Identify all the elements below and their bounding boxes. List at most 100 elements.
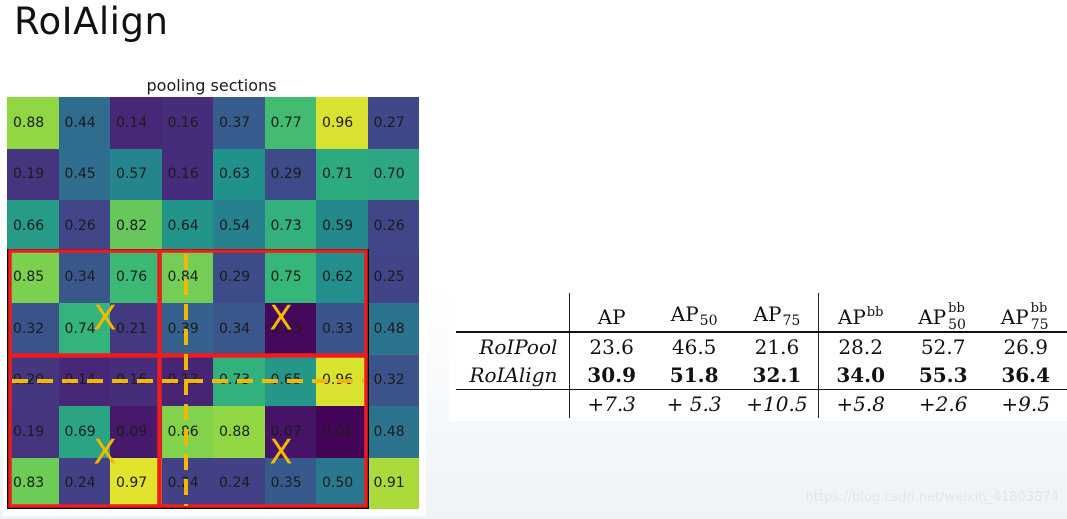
grid-cell: 0.54 [213, 200, 265, 252]
table-row-roipool: RoIPool 23.6 46.5 21.6 28.2 52.7 26.9 [456, 332, 1067, 361]
table-row-gain: +7.3 + 5.3 +10.5 +5.8 +2.6 +9.5 [456, 389, 1067, 418]
grid-cell: 0.33 [316, 303, 368, 355]
grid-cell: 0.88 [213, 406, 265, 458]
grid-cell: 0.29 [213, 251, 265, 303]
grid-cell: 0.48 [367, 406, 419, 458]
grid-cell: 0.97 [110, 457, 162, 509]
grid-cell: 0.24 [58, 457, 110, 509]
grid-cell: 0.14 [110, 97, 162, 149]
watermark: https://blog.csdn.net/weixin_41803874 [805, 490, 1059, 505]
cell-value: 52.7 [920, 335, 966, 359]
grid-cell: 0.73 [213, 354, 265, 406]
grid-cell: 0.57 [110, 148, 162, 200]
grid-cell: 0.71 [316, 148, 368, 200]
header-apbb: APbb [818, 293, 902, 333]
cell-gain: +7.3 [569, 389, 653, 418]
grid-cell: 0.26 [58, 200, 110, 252]
grid-cell: 0.32 [367, 354, 419, 406]
grid-cell: 0.24 [213, 457, 265, 509]
cell-value: 21.6 [754, 335, 800, 359]
grid-cell: 0.62 [316, 251, 368, 303]
grid-cell: 0.01 [316, 406, 368, 458]
header-ap75: AP75 [735, 293, 819, 333]
grid-cell: 0.83 [7, 457, 59, 509]
row-name: RoIPool [456, 332, 571, 361]
grid-cell: 0.35 [264, 457, 316, 509]
grid-cell: 0.86 [161, 406, 213, 458]
cell-value: 32.1 [752, 363, 802, 387]
grid-cell: 0.85 [7, 251, 59, 303]
cell-value: 23.6 [589, 335, 634, 359]
grid-cell: 0.65 [264, 354, 316, 406]
grid-cell: 0.74 [58, 303, 110, 355]
header-blank [456, 293, 571, 333]
grid-cell: 0.34 [213, 303, 265, 355]
cell-value: 36.4 [1001, 363, 1051, 387]
row-name [456, 389, 571, 418]
grid-cell: 0.16 [161, 148, 213, 200]
grid-cell: 0.84 [161, 251, 213, 303]
grid-cell: 0.50 [316, 457, 368, 509]
cell-value: 46.5 [671, 335, 717, 359]
cell-value: 30.9 [587, 363, 636, 387]
grid-cell: 0.88 [7, 97, 59, 149]
grid-cell: 0.25 [367, 251, 419, 303]
figure-caption: pooling sections [146, 76, 277, 95]
grid-cell: 0.26 [367, 200, 419, 252]
cell-gain: +2.6 [901, 389, 985, 418]
page-title: RoIAlign [14, 0, 169, 43]
grid-cell: 0.48 [367, 303, 419, 355]
grid-cell: 0.09 [110, 406, 162, 458]
grid-cell: 0.14 [58, 354, 110, 406]
grid-cell: 0.24 [161, 457, 213, 509]
grid-cell: 0.59 [316, 200, 368, 252]
grid-cell: 0.82 [110, 200, 162, 252]
cell-value: 28.2 [818, 332, 902, 361]
grid-cell: 0.69 [58, 406, 110, 458]
grid-cell: 0.45 [58, 148, 110, 200]
cell-gain: +5.8 [818, 389, 902, 418]
header-apbb75: AP bb 75 [984, 293, 1067, 333]
grid-cell: 0.19 [7, 148, 59, 200]
grid-cell: 0.13 [161, 354, 213, 406]
row-name: RoIAlign [456, 361, 571, 390]
header-apbb50: AP bb 50 [901, 293, 985, 333]
cell-value: 26.9 [1003, 335, 1048, 359]
grid-cell: 0.32 [7, 303, 59, 355]
grid-cell: 0.19 [7, 406, 59, 458]
grid-cell: 0.16 [110, 354, 162, 406]
grid-cell: 0.96 [316, 354, 368, 406]
feature-map-grid: 0.88 0.44 0.14 0.16 0.37 0.77 0.96 0.27 0.19 0.45… [7, 97, 419, 509]
cell-gain: +10.5 [735, 389, 819, 418]
grid-cell: 0.07 [264, 406, 316, 458]
cell-gain: + 5.3 [652, 389, 736, 418]
header-ap: AP [569, 293, 653, 333]
grid-cell: 0.64 [161, 200, 213, 252]
cell-gain: +9.5 [984, 389, 1067, 418]
grid-cell: 0.03 [264, 303, 316, 355]
cell-value: 34.0 [818, 361, 902, 390]
grid-cell: 0.39 [161, 303, 213, 355]
grid-cell: 0.76 [110, 251, 162, 303]
grid-cell: 0.16 [161, 97, 213, 149]
results-table: AP AP50 AP75 APbb AP bb 50 AP bb 75 RoIPool … [456, 293, 1067, 418]
grid-cell: 0.34 [58, 251, 110, 303]
grid-cell: 0.66 [7, 200, 59, 252]
grid-cell: 0.70 [367, 148, 419, 200]
grid-cell: 0.37 [213, 97, 265, 149]
grid-cell: 0.96 [316, 97, 368, 149]
table-row-roialign: RoIAlign 30.9 51.8 32.1 34.0 55.3 36.4 [456, 361, 1067, 390]
grid-cell: 0.63 [213, 148, 265, 200]
grid-cell: 0.20 [7, 354, 59, 406]
grid-cell: 0.27 [367, 97, 419, 149]
grid-cell: 0.91 [367, 457, 419, 509]
grid-cell: 0.73 [264, 200, 316, 252]
grid-cell: 0.29 [264, 148, 316, 200]
header-ap50: AP50 [652, 293, 736, 333]
grid-cell: 0.44 [58, 97, 110, 149]
cell-value: 55.3 [918, 363, 968, 387]
grid-cell: 0.77 [264, 97, 316, 149]
grid-cell: 0.75 [264, 251, 316, 303]
table-header-row: AP AP50 AP75 APbb AP bb 50 AP bb 75 [456, 293, 1067, 333]
grid-cell: 0.21 [110, 303, 162, 355]
